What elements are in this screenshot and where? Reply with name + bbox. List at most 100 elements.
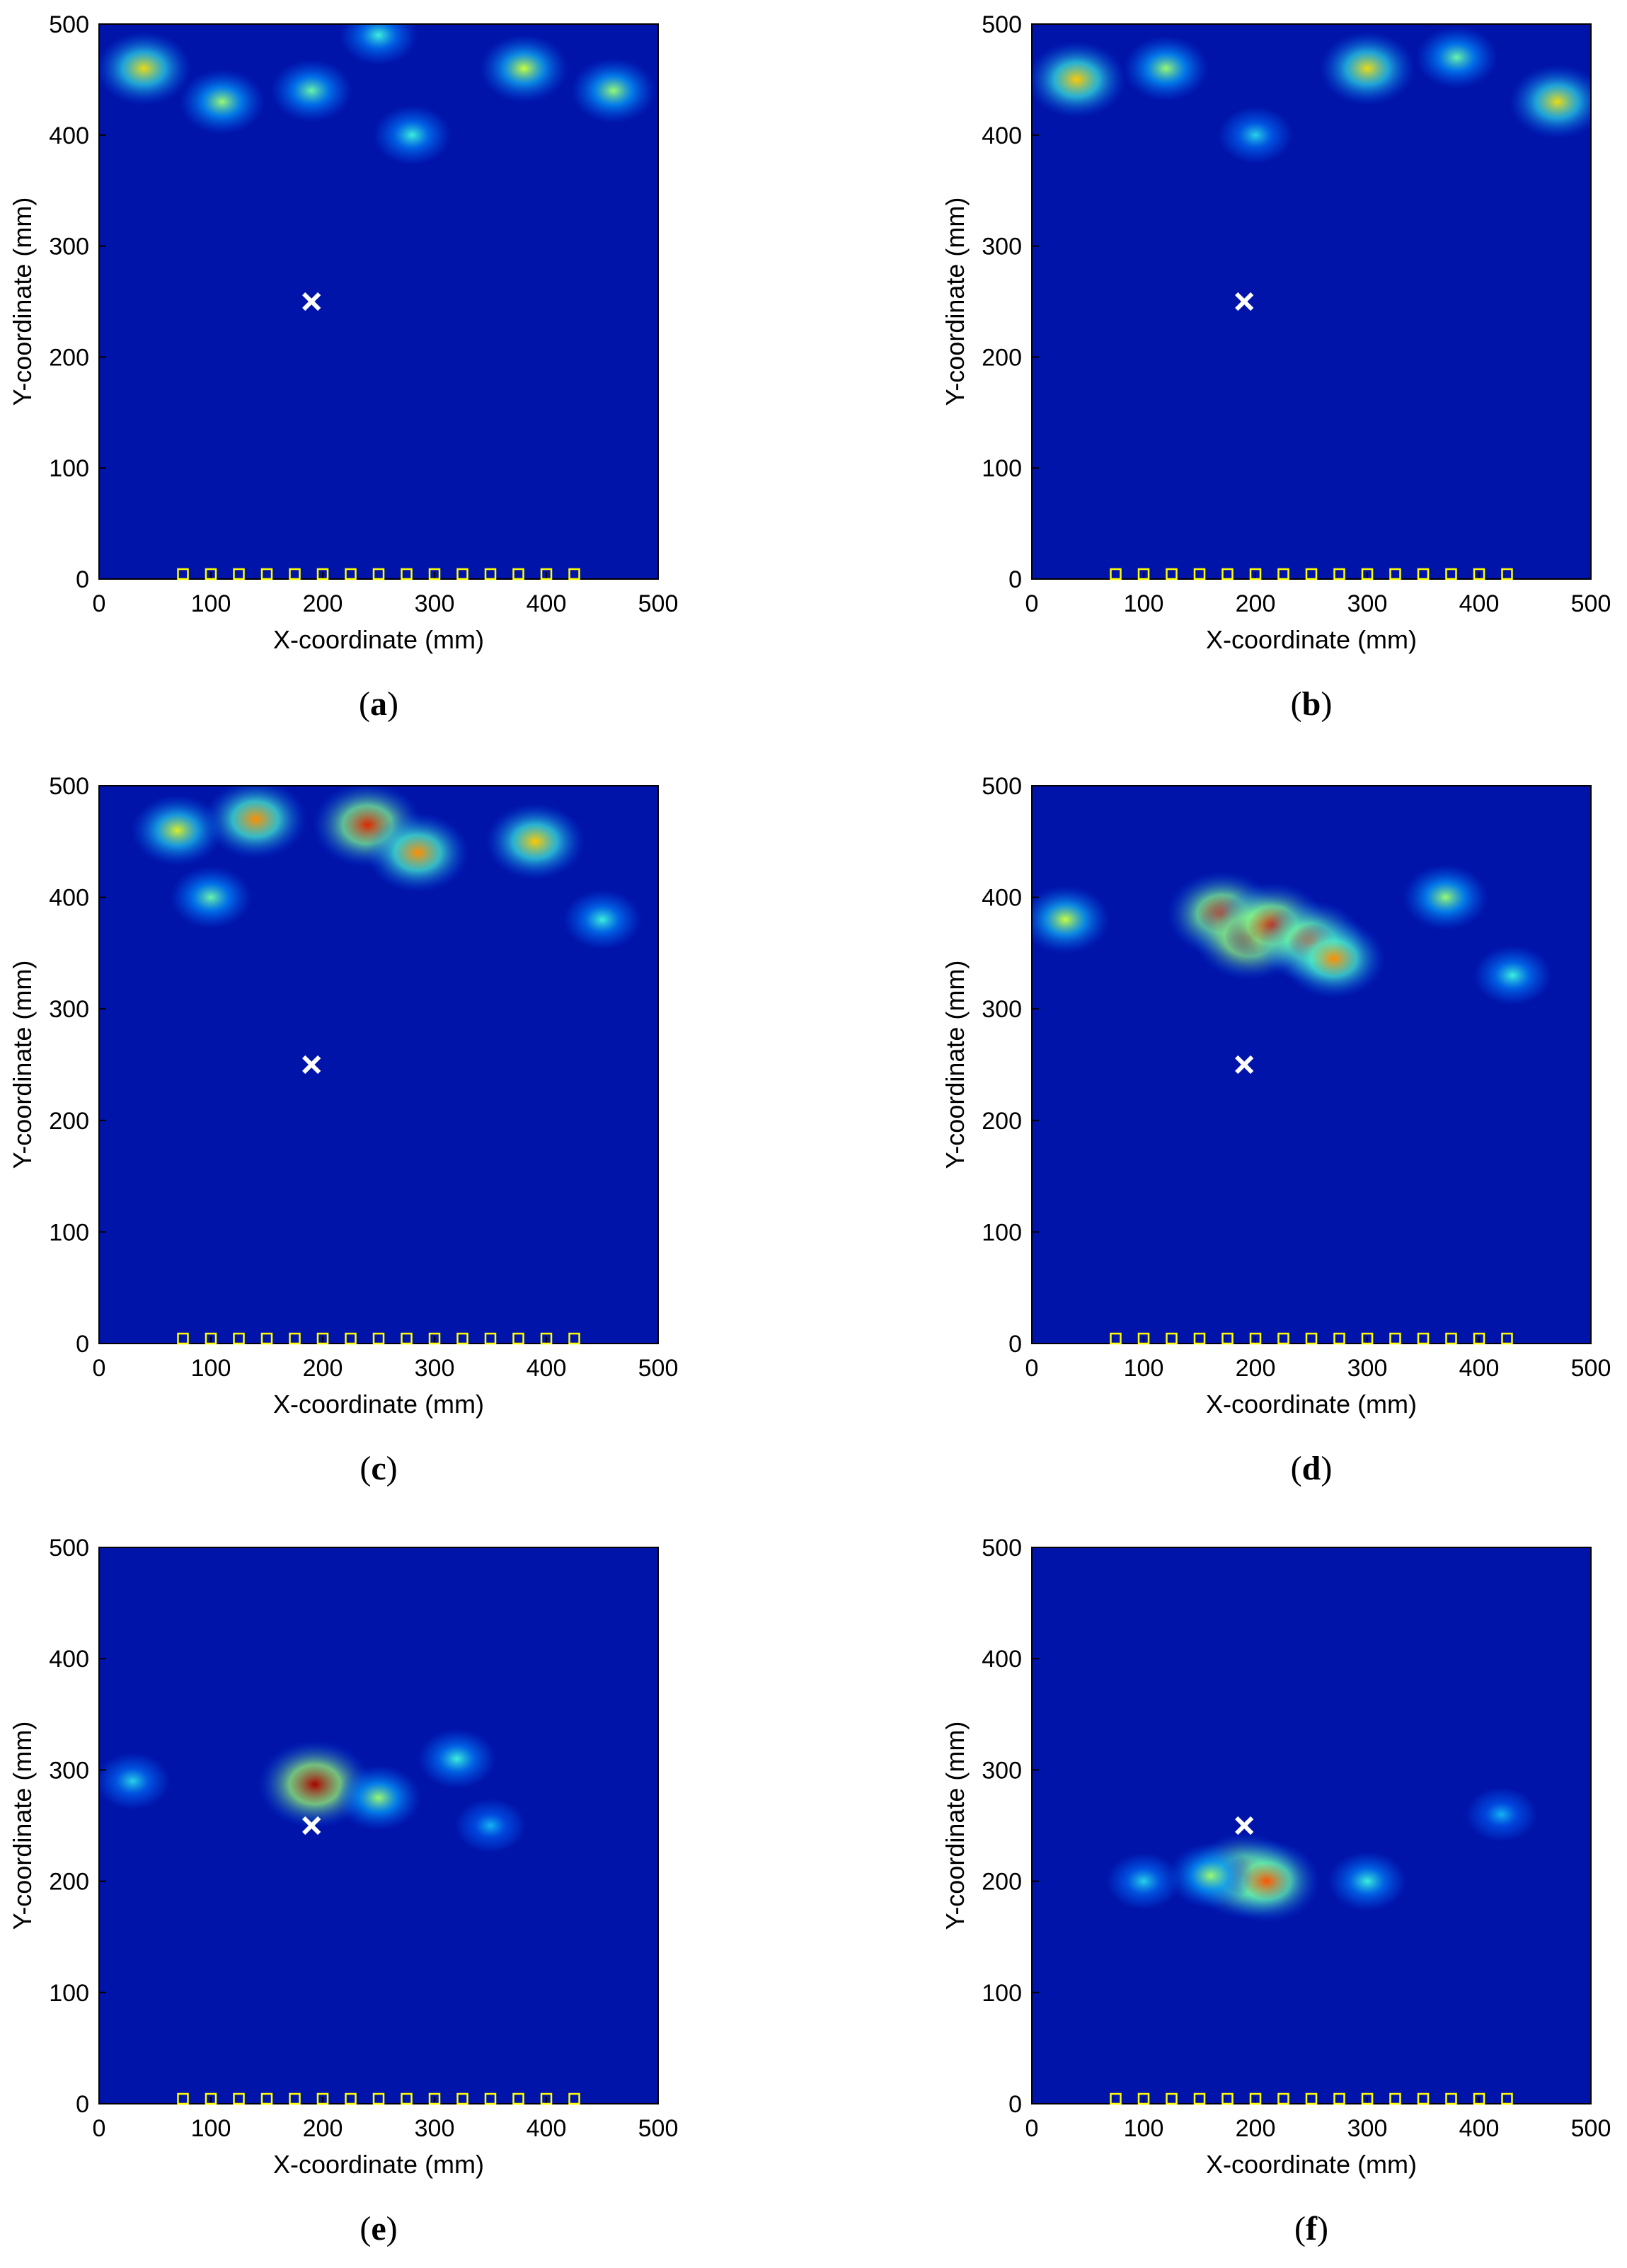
sensor-marker: [1221, 2092, 1234, 2105]
sensor-marker: [1501, 568, 1513, 580]
panel-caption: (d): [1291, 1450, 1333, 1487]
heatmap-hotspot: [1415, 26, 1497, 89]
x-tick-label: 400: [527, 590, 567, 617]
y-tick-label: 300: [982, 996, 1022, 1023]
panel-caption: (e): [360, 2210, 397, 2247]
heatmap-field: [1032, 26, 1591, 164]
x-tick-label: 200: [1236, 590, 1276, 617]
heatmap-field: [99, 1729, 526, 1852]
y-tick-label: 0: [76, 2091, 89, 2118]
sensor-marker: [1333, 568, 1345, 580]
sensor-marker: [1445, 2092, 1457, 2105]
y-tick-label: 500: [982, 1535, 1022, 1562]
x-tick-label: 300: [415, 590, 455, 617]
x-axis-label: X-coordinate (mm): [273, 2150, 484, 2179]
heatmap-hotspot: [179, 69, 265, 134]
x-tick-label: 400: [527, 2115, 567, 2142]
y-tick-label: 500: [49, 11, 89, 38]
heatmap-hotspot: [1466, 1787, 1537, 1842]
sensor-marker: [289, 2092, 301, 2105]
heatmap-field: [99, 24, 656, 165]
x-axis-label: X-coordinate (mm): [273, 1390, 484, 1419]
x-tick-label: 500: [1571, 1355, 1611, 1382]
target-marker-stroke: [302, 292, 321, 311]
sensor-marker: [1333, 2092, 1345, 2105]
heatmap-hotspot: [131, 795, 224, 866]
x-tick-label: 100: [1124, 1355, 1164, 1382]
heatmap-hotspot: [455, 1799, 526, 1852]
x-axis-label: X-coordinate (mm): [1206, 1390, 1417, 1419]
chart-panel-b: 0 100 200 300 400 500 0 100 200 300 400 500 X-coordi…: [941, 11, 1611, 723]
x-axis-label: X-coordinate (mm): [1206, 2150, 1417, 2179]
x-tick-label: 500: [638, 2115, 679, 2142]
y-tick-label: 500: [982, 11, 1022, 38]
sensor-marker: [1361, 568, 1374, 580]
y-tick-label: 500: [982, 773, 1022, 800]
x-tick-label: 300: [1347, 590, 1388, 617]
y-tick-label: 500: [49, 1535, 89, 1562]
x-tick-label: 500: [638, 590, 679, 617]
sensor-marker: [345, 568, 357, 580]
heatmap-hotspot: [1218, 106, 1293, 164]
chart-panel-f: 0 100 200 300 400 500 0 100 200 300 400 500 X-coordi…: [941, 1535, 1611, 2247]
sensor-marker: [1249, 1332, 1262, 1345]
y-tick-label: 100: [982, 1980, 1022, 2007]
sensor-marker: [1221, 568, 1234, 580]
sensor-marker: [568, 1332, 580, 1345]
sensor-marker: [205, 2092, 217, 2105]
heatmap-hotspot: [485, 803, 585, 880]
sensor-marker: [1417, 2092, 1430, 2105]
sensor-marker: [1473, 2092, 1485, 2105]
y-tick-label: 100: [49, 1219, 89, 1246]
y-tick-label: 100: [49, 1980, 89, 2007]
heatmap-hotspot: [366, 813, 469, 893]
sensor-marker: [1389, 568, 1401, 580]
y-tick-label: 300: [49, 1757, 89, 1784]
sensor-marker: [1445, 568, 1457, 580]
heatmap-hotspot: [563, 890, 641, 950]
y-tick-label: 100: [982, 1219, 1022, 1246]
y-tick-label: 400: [982, 1646, 1022, 1673]
sensor-marker: [1305, 1332, 1318, 1345]
x-tick-label: 400: [1459, 590, 1500, 617]
y-tick-label: 300: [982, 234, 1022, 260]
sensor-marker: [289, 568, 301, 580]
heatmap-hotspot: [479, 34, 568, 103]
target-marker: [1235, 292, 1254, 311]
x-tick-label: 0: [1025, 2115, 1039, 2142]
heatmap-hotspot: [1319, 31, 1415, 105]
y-tick-label: 200: [49, 1108, 89, 1135]
sensor-marker: [484, 1332, 497, 1345]
sensor-marker: [177, 568, 189, 580]
heatmap-hotspot: [418, 1729, 496, 1789]
sensor-marker: [1166, 1332, 1178, 1345]
heatmap-hotspot: [373, 105, 452, 165]
sensor-marker: [428, 2092, 441, 2105]
x-tick-label: 100: [191, 590, 231, 617]
sensor-marker: [1137, 1332, 1150, 1345]
x-tick-label: 0: [93, 2115, 106, 2142]
heatmap-hotspot: [570, 58, 656, 124]
heatmap-field: [1032, 864, 1552, 1005]
heatmap-field: [1106, 1787, 1537, 1923]
sensor-marker: [456, 568, 468, 580]
x-tick-label: 400: [1459, 2115, 1500, 2142]
y-tick-label: 0: [76, 566, 89, 593]
x-tick-label: 500: [638, 1355, 679, 1382]
sensor-marker: [1417, 1332, 1430, 1345]
sensor-marker: [1166, 568, 1178, 580]
sensor-marker: [484, 568, 497, 580]
sensor-marker: [512, 568, 524, 580]
sensor-marker: [205, 568, 217, 580]
x-tick-label: 100: [1124, 2115, 1164, 2142]
y-axis-label: Y-coordinate (mm): [8, 197, 37, 406]
sensor-marker: [316, 568, 329, 580]
y-tick-label: 300: [49, 234, 89, 260]
target-marker: [1235, 1055, 1254, 1075]
panel-caption: (b): [1291, 685, 1333, 723]
target-marker-stroke: [302, 1816, 321, 1835]
target-marker: [1235, 1816, 1254, 1835]
sensor-marker: [260, 1332, 273, 1345]
heatmap-hotspot: [1123, 35, 1209, 101]
